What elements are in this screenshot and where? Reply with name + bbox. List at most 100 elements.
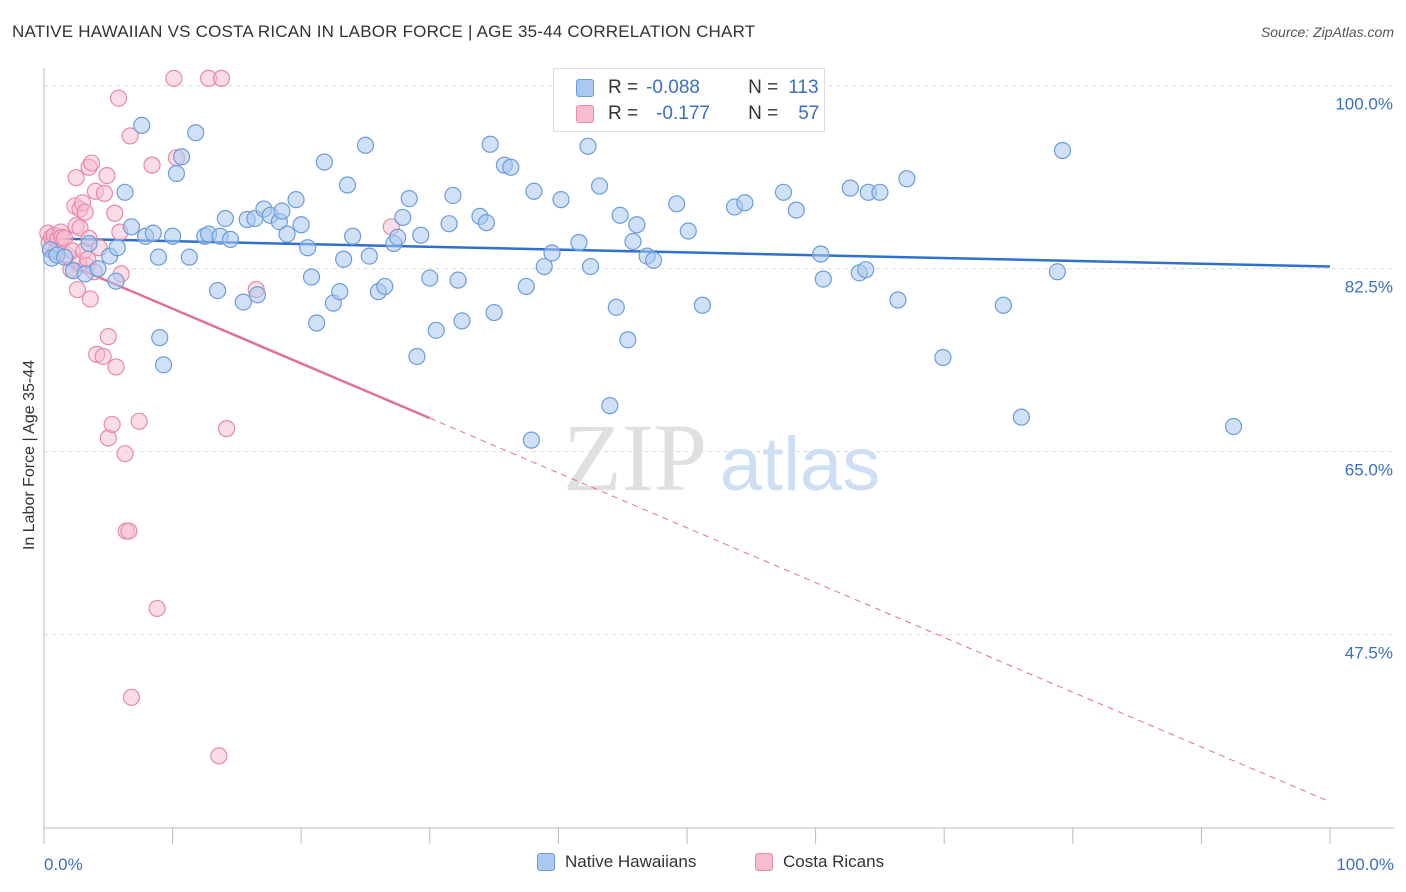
point-native-hawaiians-67: [477, 214, 495, 232]
point-costa-ricans-15: [68, 280, 87, 299]
point-native-hawaiians-40: [292, 216, 310, 234]
point-costa-ricans-33: [95, 184, 114, 202]
point-costa-ricans-34: [98, 166, 116, 185]
point-native-hawaiians-80: [581, 257, 600, 276]
point-native-hawaiians-97: [812, 245, 830, 263]
point-native-hawaiians-105: [898, 170, 916, 188]
stat-r-label-pink: R =: [608, 103, 639, 124]
point-costa-ricans-46: [121, 127, 139, 145]
point-native-hawaiians-42: [302, 268, 321, 286]
point-costa-ricans-38: [106, 204, 124, 222]
point-native-hawaiians-65: [453, 312, 471, 330]
point-native-hawaiians-81: [590, 177, 609, 195]
point-native-hawaiians-91: [679, 222, 697, 240]
point-native-hawaiians-73: [522, 431, 540, 449]
correlation-legend: R = -0.088 N = 113 R = -0.177 N = 57: [553, 68, 825, 132]
point-native-hawaiians-16: [149, 248, 168, 266]
axes-layer: [43, 68, 1394, 844]
point-native-hawaiians-51: [360, 247, 378, 265]
stat-n-value-blue: 113: [788, 77, 819, 98]
series-legend: Native Hawaiians Costa Ricans: [0, 852, 1406, 878]
point-costa-ricans-26: [81, 290, 99, 308]
point-native-hawaiians-12: [122, 218, 141, 236]
point-native-hawaiians-30: [234, 293, 252, 311]
point-costa-ricans-37: [103, 415, 121, 434]
point-native-hawaiians-49: [344, 227, 362, 245]
point-native-hawaiians-48: [338, 176, 357, 194]
point-native-hawaiians-61: [427, 321, 445, 339]
point-costa-ricans-54: [210, 747, 228, 765]
point-native-hawaiians-53: [376, 277, 394, 296]
y-tick-label-2: 65.0%: [1345, 461, 1393, 480]
grid-layer: [44, 85, 1394, 636]
point-native-hawaiians-75: [535, 257, 553, 276]
point-native-hawaiians-85: [619, 331, 637, 349]
trend-line-costa-ricans-extension: [429, 417, 1331, 803]
y-tick-label-1: 82.5%: [1345, 278, 1393, 297]
point-native-hawaiians-28: [216, 209, 234, 228]
legend-label-costa-ricans: Costa Ricans: [783, 852, 885, 871]
point-native-hawaiians-33: [248, 286, 267, 304]
point-costa-ricans-47: [122, 688, 141, 706]
point-native-hawaiians-86: [624, 232, 642, 251]
point-native-hawaiians-26: [209, 282, 227, 300]
point-costa-ricans-45: [120, 522, 138, 540]
point-costa-ricans-56: [218, 420, 236, 438]
point-native-hawaiians-64: [449, 271, 467, 289]
point-native-hawaiians-84: [611, 206, 629, 224]
point-native-hawaiians-104: [889, 291, 907, 309]
point-native-hawaiians-79: [579, 137, 597, 155]
point-native-hawaiians-98: [814, 270, 832, 288]
point-native-hawaiians-68: [481, 135, 499, 153]
point-native-hawaiians-50: [356, 136, 375, 154]
costa-ricans-points: [39, 69, 400, 765]
point-costa-ricans-48: [130, 412, 148, 430]
y-axis-label: In Labor Force | Age 35-44: [21, 360, 38, 550]
stat-r-value-pink: -0.177: [656, 103, 710, 124]
point-native-hawaiians-95: [774, 183, 793, 201]
watermark-zip: ZIP: [563, 404, 707, 511]
point-native-hawaiians-59: [412, 226, 430, 244]
point-native-hawaiians-10: [108, 239, 126, 257]
point-costa-ricans-39: [107, 358, 125, 376]
point-native-hawaiians-17: [151, 329, 169, 347]
point-native-hawaiians-60: [421, 269, 439, 287]
point-native-hawaiians-22: [180, 248, 198, 266]
stat-r-label-blue: R =: [608, 77, 639, 98]
stat-swatch-pink: [576, 105, 594, 123]
point-native-hawaiians-101: [857, 261, 875, 279]
point-native-hawaiians-103: [871, 183, 889, 201]
stat-n-value-pink: 57: [798, 103, 820, 124]
point-native-hawaiians-41: [299, 239, 317, 257]
legend-item-native-hawaiians[interactable]: Native Hawaiians: [537, 852, 696, 872]
watermark: ZIP atlas: [563, 404, 880, 511]
point-native-hawaiians-107: [994, 296, 1012, 314]
watermark-atlas: atlas: [720, 422, 881, 507]
point-native-hawaiians-38: [278, 225, 296, 243]
point-native-hawaiians-55: [389, 228, 407, 246]
point-native-hawaiians-39: [287, 191, 305, 209]
point-costa-ricans-49: [143, 156, 161, 174]
source-label: Source: ZipAtlas.com: [1260, 24, 1394, 40]
stat-n-label-pink: N =: [748, 103, 779, 124]
point-native-hawaiians-82: [601, 397, 619, 415]
point-native-hawaiians-19: [164, 227, 182, 245]
point-native-hawaiians-99: [841, 179, 859, 197]
legend-swatch-pink: [755, 853, 773, 871]
point-native-hawaiians-6: [80, 234, 98, 253]
point-native-hawaiians-15: [144, 224, 162, 242]
point-costa-ricans-14: [67, 169, 85, 187]
point-costa-ricans-55: [212, 69, 231, 87]
point-native-hawaiians-108: [1012, 408, 1030, 426]
native-hawaiians-points: [41, 69, 1243, 449]
tick-labels: 100.0% 82.5% 65.0% 47.5% 0.0% 100.0%: [44, 95, 1394, 874]
point-native-hawaiians-76: [543, 244, 561, 262]
stat-n-label-blue: N =: [748, 77, 779, 98]
point-native-hawaiians-7: [89, 260, 107, 278]
point-costa-ricans-27: [82, 154, 101, 172]
stat-row-blue: R = -0.088 N = 113: [576, 77, 819, 99]
point-native-hawaiians-20: [167, 164, 186, 183]
point-native-hawaiians-3: [55, 248, 74, 266]
legend-item-costa-ricans[interactable]: Costa Ricans: [755, 852, 884, 872]
